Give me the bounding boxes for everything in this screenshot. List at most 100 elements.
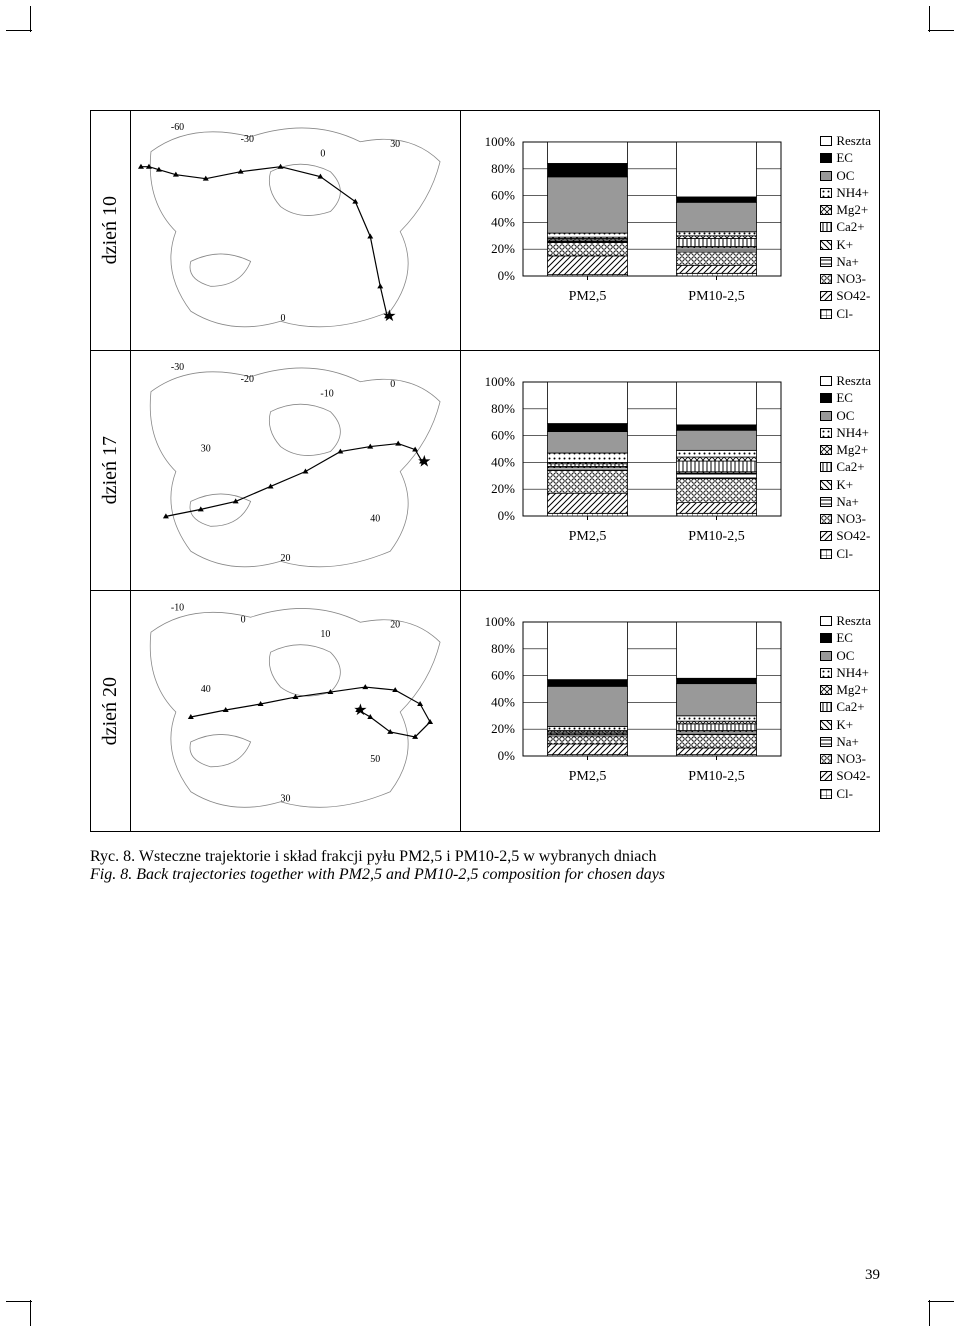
legend-swatch <box>820 720 832 730</box>
legend-label: Na+ <box>836 734 859 750</box>
composition-chart: 0%20%40%60%80%100%PM2,5PM10-2,5ResztaECO… <box>461 591 879 831</box>
crop-mark <box>6 1301 32 1302</box>
row-label-cell: dzień 17 <box>91 351 131 590</box>
legend-swatch <box>820 222 832 232</box>
svg-text:★: ★ <box>382 308 396 325</box>
svg-text:20%: 20% <box>491 481 515 496</box>
legend-label: Na+ <box>836 494 859 510</box>
crop-mark <box>928 1301 954 1302</box>
svg-text:PM2,5: PM2,5 <box>569 529 607 544</box>
svg-text:20: 20 <box>281 553 291 564</box>
legend-swatch <box>820 274 832 284</box>
legend-item: Reszta <box>820 613 871 629</box>
legend-label: Reszta <box>836 373 871 389</box>
legend-label: OC <box>836 648 854 664</box>
crop-mark <box>929 6 930 32</box>
legend-label: NO3- <box>836 751 866 767</box>
crop-mark <box>928 30 954 31</box>
legend-label: Cl- <box>836 786 853 802</box>
page-number: 39 <box>865 1267 880 1284</box>
legend-label: K+ <box>836 237 853 253</box>
svg-text:PM10-2,5: PM10-2,5 <box>688 529 744 544</box>
svg-text:100%: 100% <box>485 614 516 629</box>
svg-text:100%: 100% <box>485 134 516 149</box>
legend-item: EC <box>820 150 871 166</box>
legend-item: Cl- <box>820 546 871 562</box>
svg-text:20%: 20% <box>491 241 515 256</box>
legend-swatch <box>820 291 832 301</box>
legend-label: Reszta <box>836 613 871 629</box>
legend-swatch <box>820 462 832 472</box>
svg-text:60%: 60% <box>491 428 515 443</box>
legend-swatch <box>820 153 832 163</box>
svg-text:40%: 40% <box>491 454 515 469</box>
legend-item: Mg2+ <box>820 202 871 218</box>
legend-item: Na+ <box>820 734 871 750</box>
legend-label: Mg2+ <box>836 682 868 698</box>
legend-swatch <box>820 393 832 403</box>
chart-legend: ResztaECOCNH4+Mg2+Ca2+K+Na+NO3-SO42-Cl- <box>820 613 871 803</box>
legend-item: NH4+ <box>820 425 871 441</box>
composition-chart: 0%20%40%60%80%100%PM2,5PM10-2,5ResztaECO… <box>461 351 879 590</box>
chart-legend: ResztaECOCNH4+Mg2+Ca2+K+Na+NO3-SO42-Cl- <box>820 133 871 323</box>
legend-swatch <box>820 445 832 455</box>
legend-label: NO3- <box>836 511 866 527</box>
svg-text:60%: 60% <box>491 188 515 203</box>
legend-swatch <box>820 737 832 747</box>
legend-item: Ca2+ <box>820 459 871 475</box>
svg-text:80%: 80% <box>491 161 515 176</box>
legend-item: Ca2+ <box>820 699 871 715</box>
row-label: dzień 10 <box>99 196 122 264</box>
svg-text:0%: 0% <box>498 508 516 523</box>
svg-text:40: 40 <box>201 684 211 695</box>
row-label-cell: dzień 20 <box>91 591 131 831</box>
legend-item: K+ <box>820 477 871 493</box>
figure-caption: Ryc. 8. Wsteczne trajektorie i skład fra… <box>90 848 880 884</box>
svg-text:50: 50 <box>370 754 380 765</box>
legend-item: Ca2+ <box>820 219 871 235</box>
figure-row: dzień 17-30-20-100203040★0%20%40%60%80%1… <box>91 351 879 591</box>
legend-swatch <box>820 549 832 559</box>
svg-text:80%: 80% <box>491 641 515 656</box>
legend-swatch <box>820 136 832 146</box>
svg-text:0: 0 <box>320 149 325 160</box>
legend-item: NH4+ <box>820 665 871 681</box>
row-label-cell: dzień 10 <box>91 111 131 350</box>
svg-text:PM10-2,5: PM10-2,5 <box>688 769 744 784</box>
caption-pl: Ryc. 8. Wsteczne trajektorie i skład fra… <box>90 848 880 866</box>
legend-swatch <box>820 668 832 678</box>
figure-row: dzień 10-60-300300★0%20%40%60%80%100%PM2… <box>91 111 879 351</box>
svg-text:-60: -60 <box>171 122 184 133</box>
svg-text:20%: 20% <box>491 721 515 736</box>
svg-text:30: 30 <box>281 794 291 805</box>
legend-item: OC <box>820 408 871 424</box>
svg-text:0: 0 <box>241 614 246 625</box>
legend-swatch <box>820 171 832 181</box>
figure-grid: dzień 10 -60 -30 0 30 0 ★ 0% 20% 40% 60% 80% 100% PM2… <box>90 110 880 832</box>
legend-swatch <box>820 411 832 421</box>
legend-label: K+ <box>836 717 853 733</box>
svg-text:-30: -30 <box>241 134 254 145</box>
crop-mark <box>30 1300 31 1326</box>
legend-item: NO3- <box>820 271 871 287</box>
legend-label: Ca2+ <box>836 219 864 235</box>
svg-text:0: 0 <box>281 313 286 324</box>
composition-chart: 0%20%40%60%80%100%PM2,5PM10-2,5ResztaECO… <box>461 111 879 350</box>
legend-label: Reszta <box>836 133 871 149</box>
legend-label: NH4+ <box>836 665 869 681</box>
legend-label: Ca2+ <box>836 699 864 715</box>
legend-swatch <box>820 789 832 799</box>
legend-swatch <box>820 376 832 386</box>
chart-legend: ResztaECOCNH4+Mg2+Ca2+K+Na+NO3-SO42-Cl- <box>820 373 871 563</box>
legend-label: SO42- <box>836 768 870 784</box>
legend-swatch <box>820 531 832 541</box>
legend-swatch <box>820 633 832 643</box>
legend-swatch <box>820 309 832 319</box>
svg-text:0: 0 <box>390 379 395 390</box>
svg-text:0%: 0% <box>498 268 516 283</box>
legend-swatch <box>820 702 832 712</box>
svg-text:-30: -30 <box>171 362 184 373</box>
legend-label: Cl- <box>836 546 853 562</box>
svg-text:30: 30 <box>201 444 211 455</box>
legend-label: EC <box>836 390 853 406</box>
